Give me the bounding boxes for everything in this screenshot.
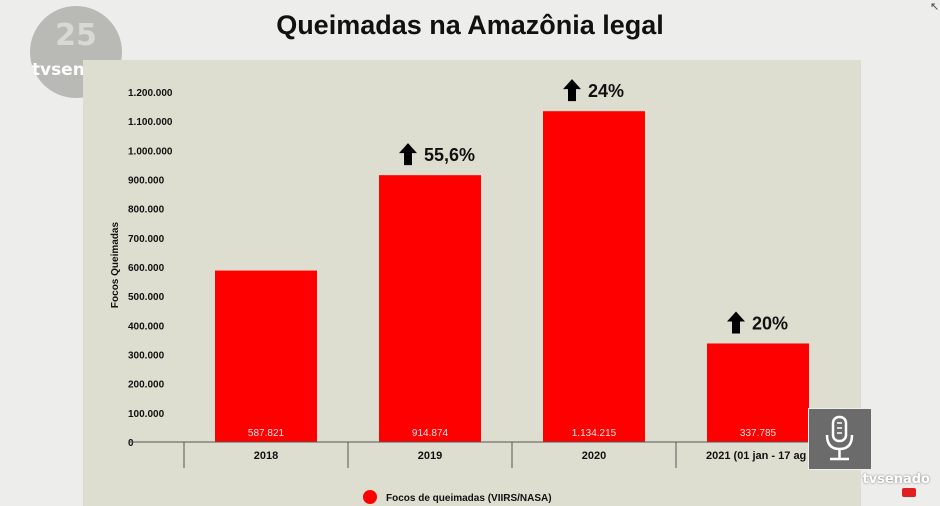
youtube-icon bbox=[902, 488, 916, 497]
percent-change-label: 20% bbox=[752, 313, 788, 333]
percent-change-label: 24% bbox=[588, 81, 624, 101]
y-tick-label: 1.000.000 bbox=[128, 146, 173, 157]
bar-value-label: 914.874 bbox=[412, 428, 449, 439]
up-arrow-icon bbox=[727, 311, 745, 334]
y-axis-label: Focos Queimadas bbox=[110, 221, 121, 308]
bar-2019 bbox=[379, 175, 481, 442]
y-tick-label: 700.000 bbox=[128, 234, 165, 245]
bar-2021 bbox=[707, 343, 809, 442]
y-tick-label: 1.200.000 bbox=[128, 88, 173, 99]
y-tick-label: 900.000 bbox=[128, 176, 165, 187]
y-tick-label: 500.000 bbox=[128, 292, 165, 303]
corner-logo: tvsenado bbox=[862, 472, 930, 487]
y-tick-label: 100.000 bbox=[128, 409, 165, 420]
x-tick-label: 2021 (01 jan - 17 ag bbox=[706, 450, 806, 462]
y-tick-label: 1.100.000 bbox=[128, 117, 173, 128]
bar-value-label: 337.785 bbox=[740, 428, 777, 439]
microphone-icon bbox=[825, 415, 854, 461]
legend-label: Focos de queimadas (VIIRS/NASA) bbox=[386, 493, 552, 504]
tv-senado-logo: 25 tvsenado bbox=[30, 6, 122, 98]
y-tick-label: 400.000 bbox=[128, 321, 165, 332]
x-tick-label: 2018 bbox=[254, 450, 278, 462]
bar-2020 bbox=[543, 111, 645, 443]
y-tick-label: 800.000 bbox=[128, 205, 165, 216]
percent-change-label: 55,6% bbox=[424, 145, 475, 165]
y-tick-label: 200.000 bbox=[128, 380, 165, 391]
y-tick-label: 600.000 bbox=[128, 263, 165, 274]
bar-2018 bbox=[215, 270, 317, 442]
y-tick-label: 0 bbox=[128, 438, 134, 449]
microphone-button[interactable] bbox=[808, 408, 872, 470]
up-arrow-icon bbox=[399, 143, 417, 166]
up-arrow-icon bbox=[563, 79, 581, 102]
cursor-icon: ↖ bbox=[930, 1, 940, 13]
bar-value-label: 1.134.215 bbox=[572, 428, 617, 439]
logo-number: 25 bbox=[55, 18, 97, 53]
y-tick-label: 300.000 bbox=[128, 351, 165, 362]
x-tick-label: 2019 bbox=[418, 450, 442, 462]
bar-value-label: 587.821 bbox=[248, 428, 285, 439]
chart-title: Queimadas na Amazônia legal bbox=[276, 10, 664, 40]
x-tick-label: 2020 bbox=[582, 450, 606, 462]
legend-marker bbox=[363, 490, 377, 504]
